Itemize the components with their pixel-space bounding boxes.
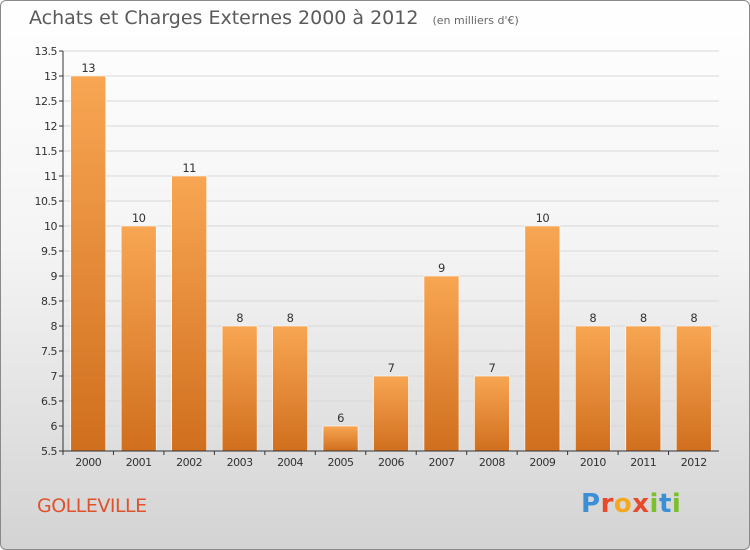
x-tick-label: 2010: [580, 456, 606, 469]
x-tick-label: 2012: [681, 456, 707, 469]
bar: [120, 225, 157, 452]
bar-value-label: 8: [287, 311, 294, 325]
y-tick-label: 11: [44, 170, 57, 183]
brand-letter: i: [649, 489, 659, 519]
bar: [625, 325, 662, 452]
brand-logo: Proxiti: [581, 489, 681, 519]
chart-title: Achats et Charges Externes 2000 à 2012: [29, 7, 419, 29]
y-tick-label: 8.5: [41, 295, 57, 308]
bar: [423, 275, 460, 452]
bar: [474, 375, 510, 452]
bar: [70, 75, 107, 452]
brand-letter: x: [632, 489, 650, 519]
y-tick-label: 5.5: [41, 445, 57, 458]
y-tick-label: 13.5: [35, 45, 58, 58]
x-tick-label: 2002: [176, 456, 202, 469]
y-tick-label: 9.5: [41, 245, 57, 258]
bar-value-label: 11: [182, 161, 196, 175]
x-tick-label: 2007: [428, 456, 454, 469]
brand-letter: i: [671, 489, 682, 519]
y-tick-label: 12: [44, 120, 57, 133]
chart-subtitle: (en milliers d'€): [432, 14, 519, 27]
y-tick-label: 11.5: [35, 145, 58, 158]
bar: [524, 225, 561, 452]
y-tick-label: 7: [51, 370, 58, 383]
y-tick-label: 6: [51, 420, 58, 433]
x-tick-label: 2008: [479, 456, 505, 469]
brand-letter: P: [581, 489, 601, 519]
bar: [373, 375, 409, 452]
y-tick-label: 13: [44, 70, 57, 83]
y-tick-label: 6.5: [41, 395, 57, 408]
bar-value-label: 8: [589, 311, 596, 325]
bar: [272, 325, 308, 452]
chart-title-row: Achats et Charges Externes 2000 à 2012 (…: [29, 7, 519, 29]
x-tick-label: 2006: [378, 456, 404, 469]
x-tick-label: 2005: [328, 456, 354, 469]
y-tick-label: 10: [44, 220, 57, 233]
y-tick-label: 7.5: [41, 345, 57, 358]
bar-value-label: 8: [690, 311, 697, 325]
y-tick-label: 12.5: [35, 95, 58, 108]
bar-value-label: 10: [132, 211, 146, 225]
bar-value-label: 8: [640, 311, 647, 325]
x-tick-label: 2000: [75, 456, 101, 469]
bar-value-label: 6: [337, 411, 344, 425]
bar-value-label: 7: [388, 361, 395, 375]
bar: [322, 425, 359, 452]
y-tick-label: 9: [51, 270, 58, 283]
y-tick-label: 10.5: [35, 195, 58, 208]
brand-letter: r: [600, 489, 614, 519]
x-tick-label: 2004: [277, 456, 303, 469]
x-tick-label: 2009: [529, 456, 555, 469]
brand-letter: o: [613, 489, 633, 519]
commune-name: GOLLEVILLE: [37, 495, 147, 517]
bar: [575, 325, 611, 452]
bar-value-label: 10: [536, 211, 550, 225]
x-tick-label: 2003: [227, 456, 253, 469]
bar: [221, 325, 258, 452]
bar-value-label: 9: [438, 261, 445, 275]
y-tick-label: 8: [51, 320, 58, 333]
bar-value-label: 8: [236, 311, 243, 325]
bar-value-label: 7: [489, 361, 496, 375]
bar: [171, 175, 207, 452]
x-tick-label: 2011: [630, 456, 656, 469]
x-tick-label: 2001: [126, 456, 152, 469]
bar: [675, 325, 712, 452]
brand-letter: t: [658, 489, 672, 519]
bar-value-label: 13: [81, 61, 95, 75]
